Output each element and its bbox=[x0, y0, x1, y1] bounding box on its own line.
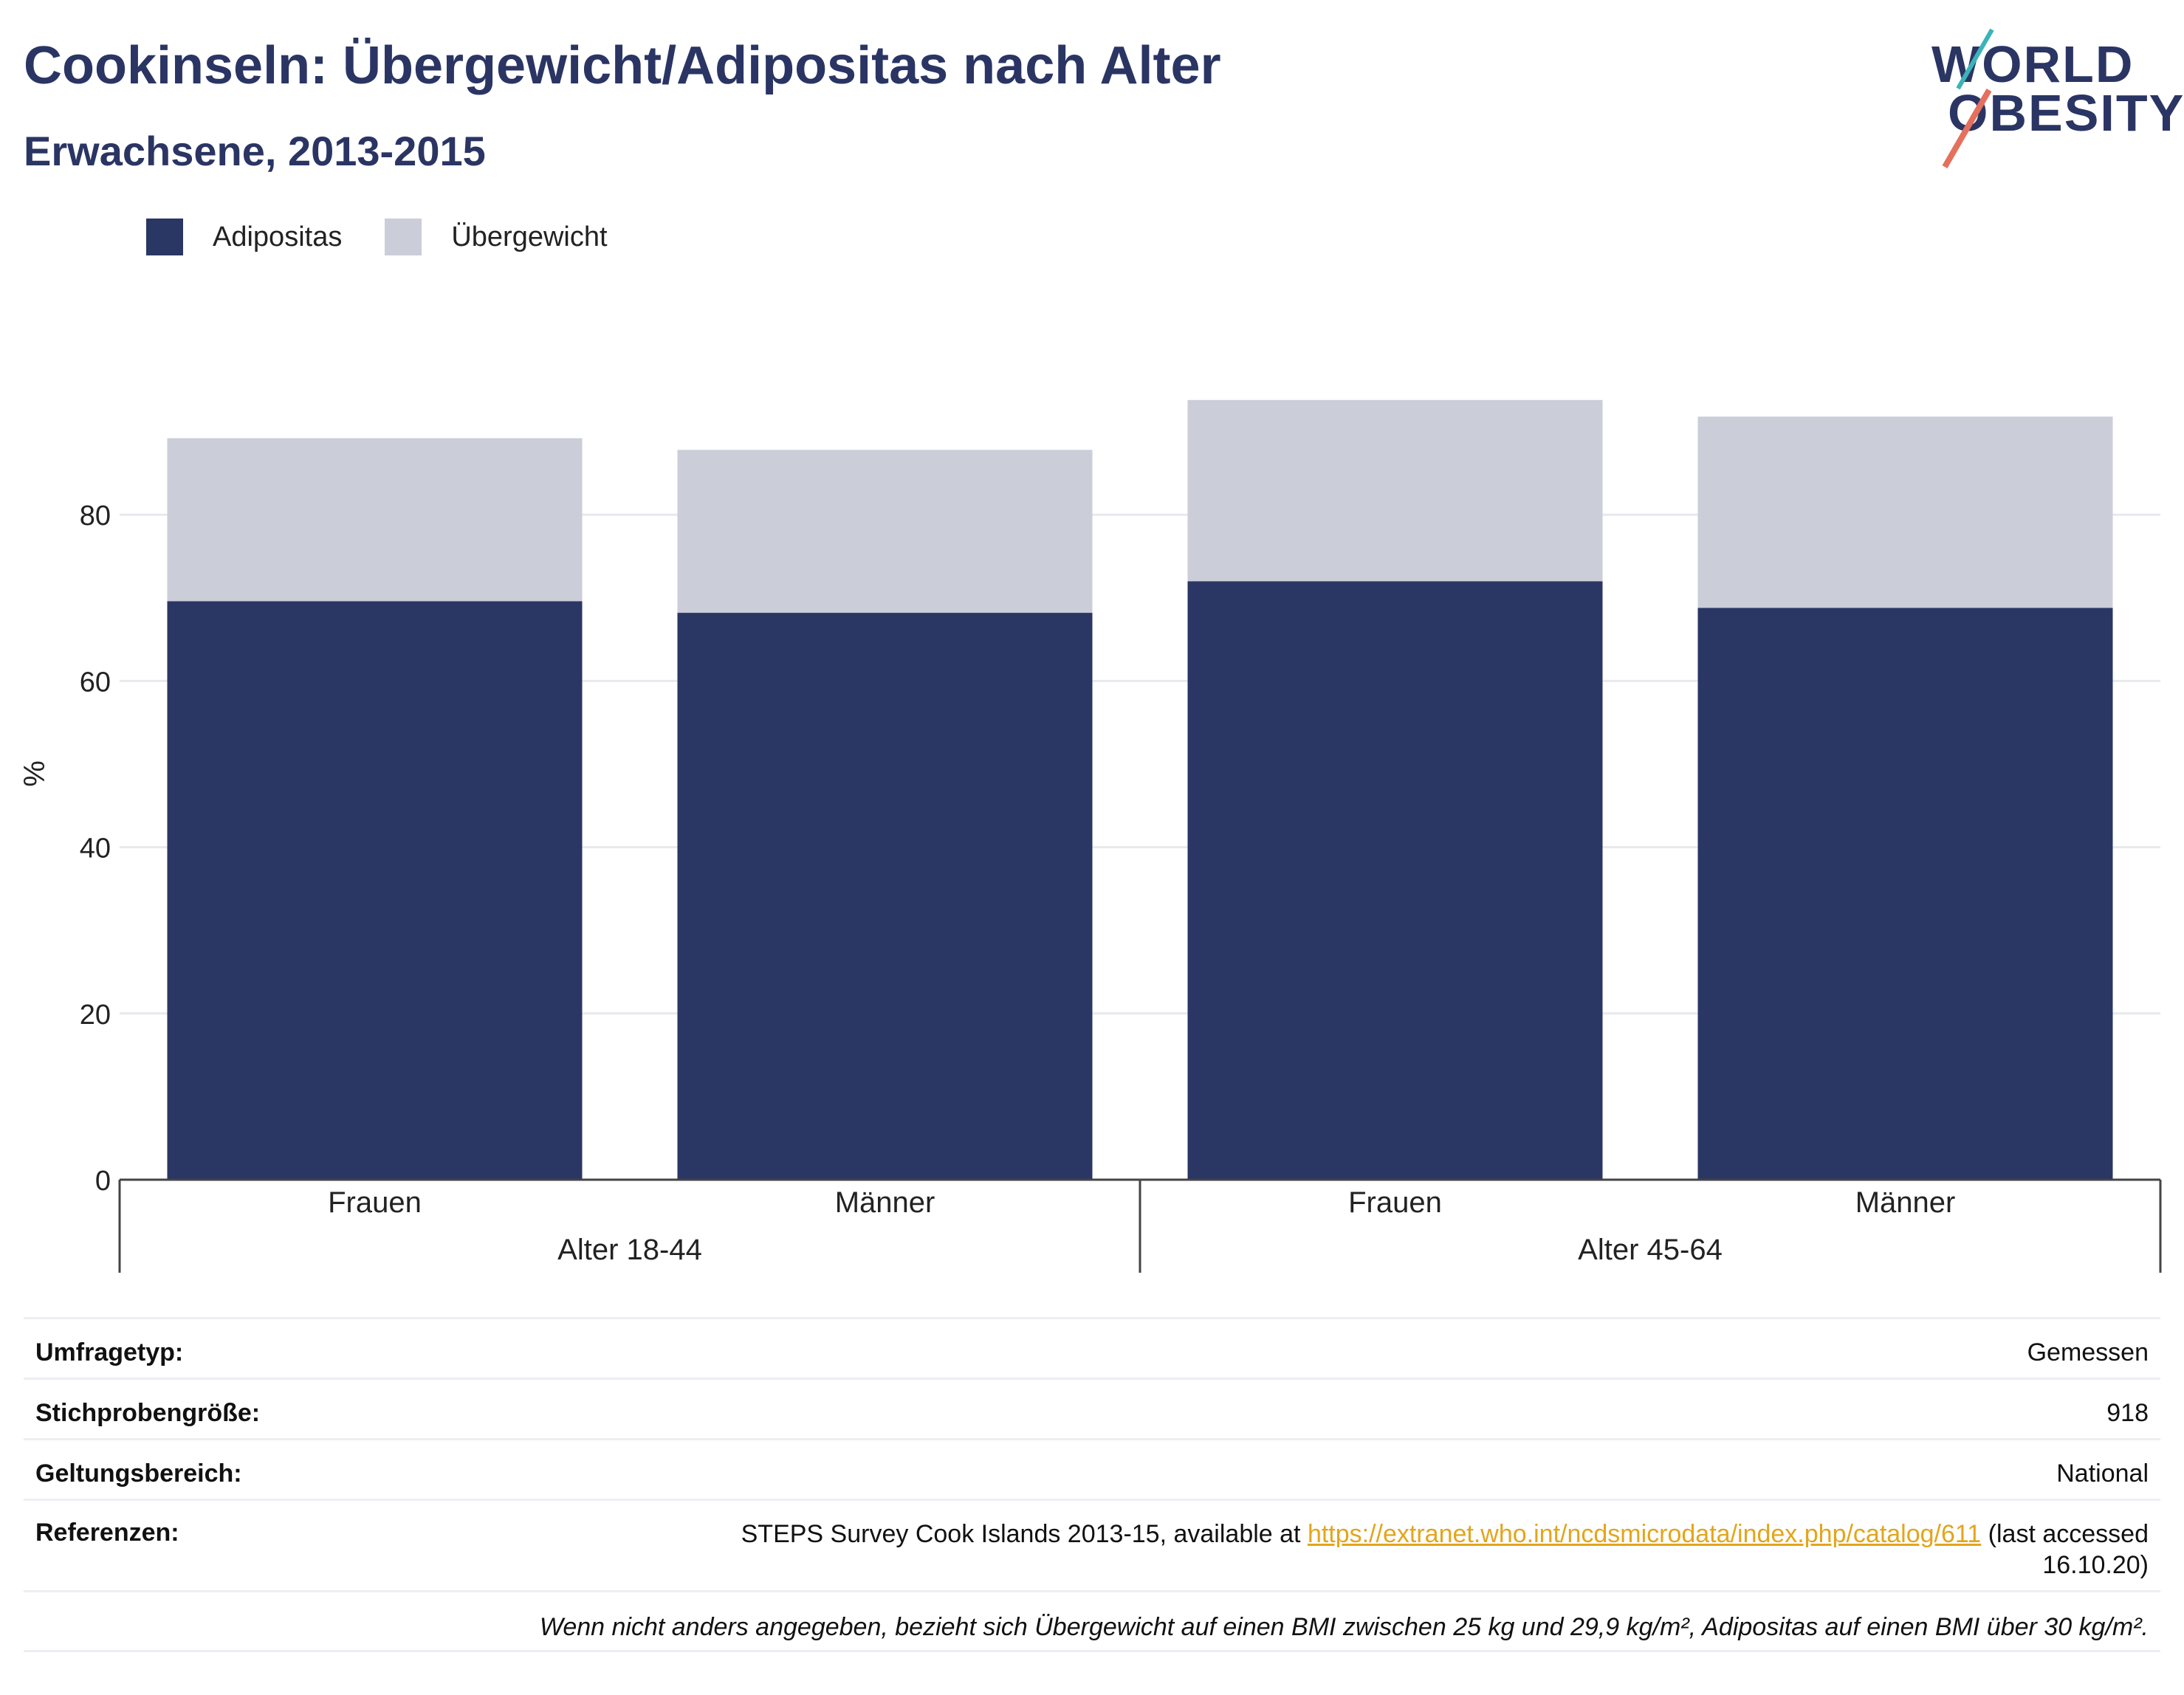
bar-segment bbox=[1187, 581, 1603, 1180]
x-tick-label: Männer bbox=[1855, 1186, 1956, 1219]
bar-segment bbox=[167, 438, 583, 602]
row-value-sample-size: 918 bbox=[2106, 1399, 2149, 1427]
table-row-references: Referenzen: STEPS Survey Cook Islands 20… bbox=[24, 1499, 2160, 1590]
bar-segment bbox=[1697, 416, 2113, 608]
y-tick-label: 40 bbox=[80, 833, 111, 864]
page-subtitle: Erwachsene, 2013-2015 bbox=[24, 128, 486, 174]
row-key-references: Referenzen: bbox=[35, 1519, 179, 1547]
bmi-footnote: Wenn nicht anders angegeben, bezieht sic… bbox=[539, 1613, 2149, 1641]
table-row: Umfragetyp: Gemessen bbox=[24, 1317, 2160, 1378]
world-obesity-logo: WORLD OBESITY bbox=[1920, 22, 2183, 168]
reference-accessed: (last accessed 16.10.20) bbox=[1988, 1520, 2149, 1579]
legend-label-adipositas: Adipositas bbox=[213, 221, 343, 252]
row-key-sample-size: Stichprobengröße: bbox=[35, 1399, 261, 1427]
x-group-label: Alter 45-64 bbox=[1578, 1234, 1723, 1266]
logo-line-1: WORLD bbox=[1931, 35, 2135, 93]
y-tick-label: 20 bbox=[80, 1000, 111, 1031]
table-row: Stichprobengröße: 918 bbox=[24, 1378, 2160, 1438]
legend-swatch-adipositas bbox=[146, 219, 183, 255]
x-group-label: Alter 18-44 bbox=[557, 1234, 702, 1266]
stacked-bar-chart: 0 20 40 60 80% Frauen Männer Frauen Männer Alter … bbox=[18, 399, 2162, 1273]
bar-segment bbox=[1697, 608, 2113, 1180]
bar-segment bbox=[677, 613, 1093, 1180]
legend-item-adipositas[interactable]: Adipositas bbox=[146, 219, 342, 255]
legend-swatch-uebergewicht bbox=[385, 219, 422, 255]
page-title: Cookinseln: Übergewicht/Adipositas nach … bbox=[24, 36, 1221, 95]
bar-segment bbox=[677, 450, 1093, 613]
x-tick-label: Frauen bbox=[328, 1186, 422, 1219]
row-key-scope: Geltungsbereich: bbox=[35, 1460, 242, 1488]
reference-text: STEPS Survey Cook Islands 2013-15, avail… bbox=[741, 1520, 1301, 1548]
bar-segment bbox=[167, 601, 583, 1180]
y-tick-label: 60 bbox=[80, 667, 111, 698]
row-value-references: STEPS Survey Cook Islands 2013-15, avail… bbox=[672, 1519, 2149, 1581]
x-tick-label: Männer bbox=[835, 1186, 935, 1219]
row-value-scope: National bbox=[2056, 1460, 2149, 1488]
legend-label-uebergewicht: Übergewicht bbox=[451, 221, 608, 252]
y-tick-label: 80 bbox=[80, 501, 111, 532]
chart-legend: Adipositas Übergewicht bbox=[146, 219, 650, 255]
reference-link[interactable]: https://extranet.who.int/ncdsmicrodata/i… bbox=[1307, 1520, 1982, 1548]
x-tick-label: Frauen bbox=[1348, 1186, 1442, 1219]
y-tick-label: 0 bbox=[95, 1166, 111, 1197]
row-key-survey-type: Umfragetyp: bbox=[35, 1338, 184, 1366]
row-value-survey-type: Gemessen bbox=[2027, 1338, 2149, 1366]
table-row: Geltungsbereich: National bbox=[24, 1438, 2160, 1499]
legend-item-uebergewicht[interactable]: Übergewicht bbox=[385, 219, 608, 255]
bar-segment bbox=[1187, 399, 1603, 582]
footnote-row: Wenn nicht anders angegeben, bezieht sic… bbox=[24, 1590, 2160, 1652]
survey-info-table: Umfragetyp: Gemessen Stichprobengröße: 9… bbox=[24, 1317, 2160, 1652]
y-axis-label: % bbox=[18, 760, 51, 787]
